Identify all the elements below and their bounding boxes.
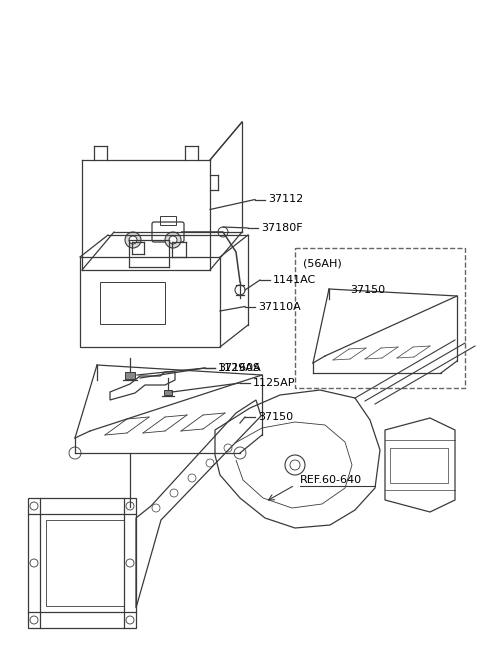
Text: 1141AC: 1141AC	[273, 275, 316, 285]
Circle shape	[165, 232, 181, 248]
Bar	[295, 248, 465, 388]
Text: 37150: 37150	[350, 285, 385, 295]
Bar	[46, 520, 124, 606]
Circle shape	[129, 236, 137, 244]
Bar	[125, 372, 135, 379]
Bar	[100, 282, 165, 324]
Bar	[28, 498, 136, 628]
Text: (56AH): (56AH)	[303, 259, 342, 269]
Bar	[164, 390, 172, 395]
Circle shape	[125, 232, 141, 248]
Text: 37112: 37112	[268, 194, 303, 205]
Text: 37110A: 37110A	[258, 302, 301, 312]
Text: 1129AS: 1129AS	[218, 363, 261, 373]
Bar	[390, 448, 448, 483]
Text: 37150: 37150	[258, 412, 293, 422]
Text: 37160A: 37160A	[218, 363, 261, 373]
Bar	[160, 216, 176, 225]
Text: 1125AP: 1125AP	[253, 378, 296, 388]
Text: REF.60-640: REF.60-640	[300, 475, 362, 485]
Circle shape	[169, 236, 177, 244]
Text: 37180F: 37180F	[261, 223, 302, 233]
Bar	[80, 257, 220, 347]
